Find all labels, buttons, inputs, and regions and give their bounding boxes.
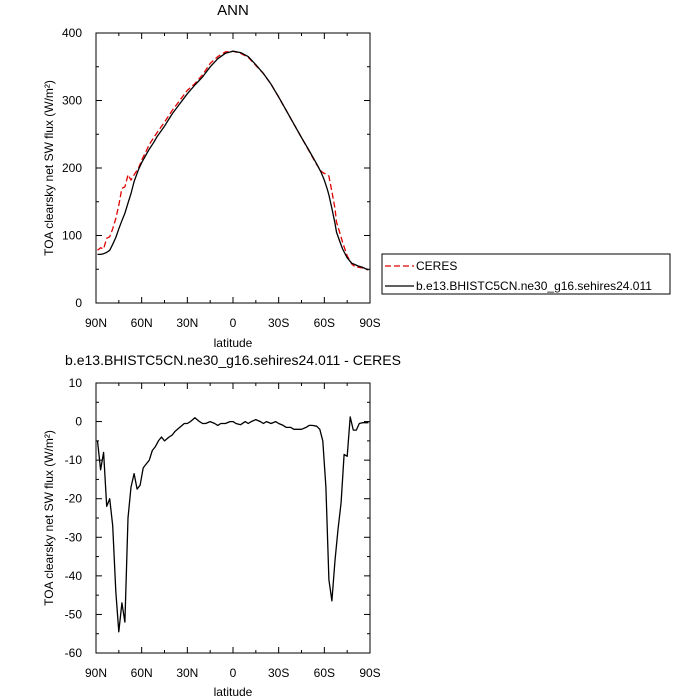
legend: CERES b.e13.BHISTC5CN.ne30_g16.sehires24… <box>381 253 671 295</box>
top-xtick-label: 60S <box>314 316 335 330</box>
top-ytick-label: 100 <box>62 229 82 243</box>
bottom-xtick-label: 90N <box>85 666 107 680</box>
top-chart-title: ANN <box>217 2 249 19</box>
bottom-chart: b.e13.BHISTC5CN.ne30_g16.sehires24.011 -… <box>42 352 401 699</box>
top-xtick-label: 0 <box>230 316 237 330</box>
bottom-xtick-label: 0 <box>230 666 237 680</box>
top-ytick-label: 300 <box>62 94 82 108</box>
top-chart-xlabel: latitude <box>214 336 253 350</box>
top-chart-lines <box>97 50 369 271</box>
top-chart-ylabel: TOA clearsky net SW flux (W/m²) <box>42 80 56 256</box>
bottom-chart-xlabel: latitude <box>214 685 253 699</box>
bottom-ytick-label: -40 <box>65 569 83 583</box>
top-ytick-label: 200 <box>62 161 82 175</box>
bottom-xtick-label: 90S <box>359 666 380 680</box>
bottom-xtick-label: 30S <box>268 666 289 680</box>
top-xtick-label: 30S <box>268 316 289 330</box>
bottom-ytick-label: 10 <box>69 376 83 390</box>
bottom-ytick-label: -20 <box>65 492 83 506</box>
bottom-xtick-label: 30N <box>176 666 198 680</box>
top-series-line-0 <box>97 50 369 271</box>
top-chart: ANN latitude TOA clearsky net SW flux (W… <box>42 2 381 350</box>
bottom-xtick-label: 60S <box>314 666 335 680</box>
legend-box <box>381 253 671 295</box>
bottom-chart-ylabel: TOA clearsky net SW flux (W/m²) <box>42 430 56 606</box>
legend-label-ceres: CERES <box>416 259 457 273</box>
top-xtick-label: 90N <box>85 316 107 330</box>
bottom-ytick-label: 0 <box>75 415 82 429</box>
bottom-ytick-label: -50 <box>65 607 83 621</box>
top-xtick-label: 90S <box>359 316 380 330</box>
bottom-chart-frame <box>95 382 371 654</box>
top-chart-ticks: 90N 60N 30N 0 30S 60S 90S 0 100 200 300 400 <box>62 26 381 330</box>
bottom-ytick-label: -10 <box>65 453 83 467</box>
top-xtick-label: 60N <box>131 316 153 330</box>
bottom-ytick-label: -30 <box>65 530 83 544</box>
legend-label-model: b.e13.BHISTC5CN.ne30_g16.sehires24.011 <box>416 279 652 293</box>
bottom-chart-ticks: 90N 60N 30N 0 30S 60S 90S -60 -50 -40 -30 -20 -10 0 10 <box>65 376 381 680</box>
top-chart-frame <box>95 32 371 304</box>
bottom-chart-lines <box>96 416 369 633</box>
bottom-xtick-label: 60N <box>131 666 153 680</box>
top-xtick-label: 30N <box>176 316 198 330</box>
bottom-series-line-0 <box>96 416 369 633</box>
bottom-chart-title: b.e13.BHISTC5CN.ne30_g16.sehires24.011 -… <box>65 352 401 368</box>
top-series-line-1 <box>97 50 369 271</box>
top-ytick-label: 400 <box>62 26 82 40</box>
top-ytick-label: 0 <box>75 296 82 310</box>
bottom-ytick-label: -60 <box>65 646 83 660</box>
